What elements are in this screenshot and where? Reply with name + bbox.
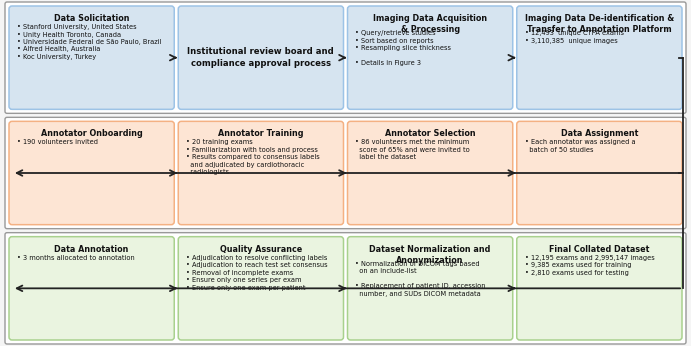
Text: Imaging Data De-identification &
Transfer to Annotation Platform: Imaging Data De-identification & Transfe…: [524, 14, 674, 34]
Text: Annotator Selection: Annotator Selection: [385, 129, 475, 138]
FancyBboxPatch shape: [517, 6, 682, 109]
Text: • 12,195 exams and 2,995,147 images
• 9,385 exams used for training
• 2,810 exam: • 12,195 exams and 2,995,147 images • 9,…: [524, 255, 654, 276]
Text: Final Collated Dataset: Final Collated Dataset: [549, 245, 650, 254]
FancyBboxPatch shape: [517, 121, 682, 225]
Text: • 190 volunteers invited: • 190 volunteers invited: [17, 139, 98, 145]
Text: Data Solicitation: Data Solicitation: [54, 14, 129, 23]
Text: Data Annotation: Data Annotation: [55, 245, 129, 254]
Text: Dataset Normalization and
Anonymization: Dataset Normalization and Anonymization: [370, 245, 491, 265]
Text: • 3 months allocated to annotation: • 3 months allocated to annotation: [17, 255, 135, 261]
FancyBboxPatch shape: [348, 237, 513, 340]
Text: • 20 training exams
• Familiarization with tools and process
• Results compared : • 20 training exams • Familiarization wi…: [187, 139, 320, 175]
Text: • Stanford University, United States
• Unity Health Toronto, Canada
• Universida: • Stanford University, United States • U…: [17, 24, 162, 60]
Text: • Query/retrieve studies
• Sort based on reports
• Resampling slice thickness

•: • Query/retrieve studies • Sort based on…: [355, 30, 451, 66]
FancyBboxPatch shape: [5, 233, 686, 344]
Text: Institutional review board and
compliance approval process: Institutional review board and complianc…: [187, 47, 334, 68]
FancyBboxPatch shape: [9, 6, 174, 109]
Text: • Each annotator was assigned a
  batch of 50 studies: • Each annotator was assigned a batch of…: [524, 139, 636, 153]
Text: • Adjudication to resolve conflicting labels
• Adjudication to reach test set co: • Adjudication to resolve conflicting la…: [187, 255, 328, 291]
Text: • Normalization of DICOM tags based
  on an include-list

• Replacement of patie: • Normalization of DICOM tags based on a…: [355, 261, 486, 297]
FancyBboxPatch shape: [178, 237, 343, 340]
FancyBboxPatch shape: [517, 237, 682, 340]
FancyBboxPatch shape: [178, 6, 343, 109]
FancyBboxPatch shape: [5, 117, 686, 229]
FancyBboxPatch shape: [178, 121, 343, 225]
FancyBboxPatch shape: [9, 121, 174, 225]
Text: Data Assignment: Data Assignment: [560, 129, 638, 138]
Text: Annotator Onboarding: Annotator Onboarding: [41, 129, 142, 138]
Text: Annotator Training: Annotator Training: [218, 129, 303, 138]
FancyBboxPatch shape: [9, 237, 174, 340]
FancyBboxPatch shape: [5, 2, 686, 113]
Text: • 12,493  unique CTPA exams
• 3,110,385  unique images: • 12,493 unique CTPA exams • 3,110,385 u…: [524, 30, 624, 44]
FancyBboxPatch shape: [348, 6, 513, 109]
FancyBboxPatch shape: [348, 121, 513, 225]
Text: Imaging Data Acquisition
& Processing: Imaging Data Acquisition & Processing: [373, 14, 487, 34]
Text: • 86 volunteers met the minimum
  score of 65% and were invited to
  label the d: • 86 volunteers met the minimum score of…: [355, 139, 471, 160]
Text: Quality Assurance: Quality Assurance: [220, 245, 302, 254]
